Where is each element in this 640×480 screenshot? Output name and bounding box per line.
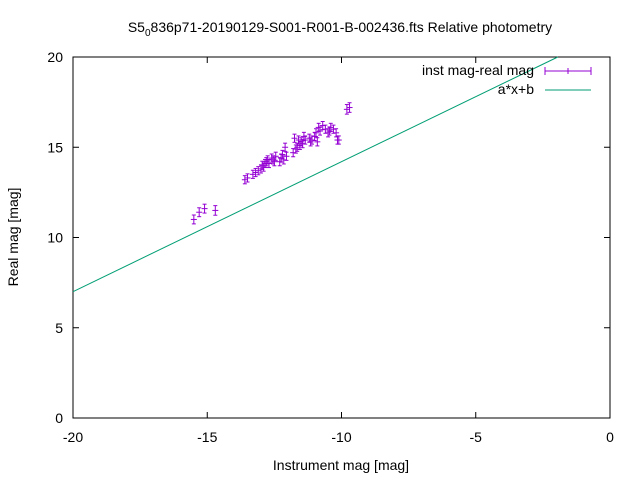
data-point <box>314 137 321 147</box>
data-point <box>271 157 278 167</box>
y-tick-label: 5 <box>55 320 63 336</box>
x-axis-label: Instrument mag [mag] <box>273 457 409 473</box>
data-point <box>343 104 350 115</box>
data-point <box>255 166 262 176</box>
x-tick-label: -5 <box>470 429 483 445</box>
legend-label-line: a*x+b <box>498 81 534 97</box>
data-point <box>346 102 353 113</box>
chart-title: S50836p71-20190129-S001-R001-B-002436.ft… <box>128 19 552 39</box>
y-axis-label: Real mag [mag] <box>5 188 21 287</box>
data-point <box>283 151 290 161</box>
data-point <box>196 207 203 218</box>
y-tick-label: 10 <box>47 230 63 246</box>
data-point <box>190 214 197 225</box>
x-tick-label: -15 <box>197 429 217 445</box>
data-point <box>252 167 259 178</box>
fit-line <box>72 56 559 293</box>
data-point <box>325 128 332 138</box>
legend: inst mag-real mag a*x+b <box>422 62 592 97</box>
x-tick-label: -20 <box>63 429 83 445</box>
data-point <box>302 135 309 145</box>
y-tick-label: 0 <box>55 410 63 426</box>
data-point <box>249 169 256 179</box>
data-point <box>317 126 324 136</box>
x-tick-label: -10 <box>331 429 351 445</box>
data-point <box>298 137 305 147</box>
data-point <box>241 175 248 185</box>
data-point <box>212 205 219 216</box>
data-points-series <box>190 102 353 225</box>
data-point <box>291 133 298 143</box>
legend-symbol-points <box>544 67 592 75</box>
data-point <box>327 122 334 132</box>
data-point <box>263 157 270 167</box>
data-point <box>272 151 279 161</box>
data-point <box>244 173 251 183</box>
x-axis: -20 -15 -10 -5 0 <box>63 57 614 445</box>
x-tick-label: 0 <box>606 429 614 445</box>
data-point <box>335 135 342 145</box>
data-point <box>312 128 319 138</box>
data-point <box>201 203 208 214</box>
data-point <box>307 137 314 147</box>
y-tick-label: 15 <box>47 139 63 155</box>
plot-frame <box>72 56 611 419</box>
legend-label-points: inst mag-real mag <box>422 62 534 78</box>
data-point <box>295 135 302 145</box>
y-tick-label: 20 <box>47 49 63 65</box>
y-axis: 0 5 10 15 20 <box>47 49 610 426</box>
data-point <box>282 142 289 152</box>
fit-line-series <box>72 56 559 293</box>
